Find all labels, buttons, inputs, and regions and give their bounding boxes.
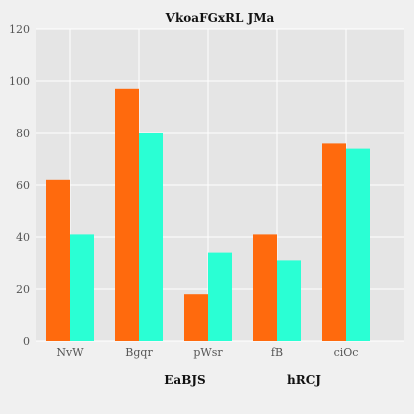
- x-axis-ticks: NvW Bgqr pWsr fB ciOc: [56, 346, 358, 359]
- y-tick-label: 120: [9, 23, 30, 36]
- bar-1-pWsr: [184, 294, 208, 341]
- y-tick-label: 60: [16, 179, 30, 192]
- x-tick-label: Bgqr: [125, 346, 153, 359]
- y-tick-label: 80: [16, 127, 30, 140]
- bar-1-ciOc: [322, 143, 346, 341]
- bar-2-fB: [277, 260, 301, 341]
- legend-label-series-2: hRCJ: [287, 373, 321, 387]
- x-tick-label: pWsr: [193, 346, 223, 359]
- bar-2-ciOc: [346, 149, 370, 341]
- y-tick-label: 0: [23, 335, 30, 348]
- legend: EaBJS hRCJ: [164, 373, 321, 387]
- legend-label-series-1: EaBJS: [164, 373, 205, 387]
- y-tick-label: 40: [16, 231, 30, 244]
- chart-title: VkoaFGxRL JMa: [165, 11, 275, 25]
- y-axis-ticks: 0 20 40 60 80 100 120: [9, 23, 30, 348]
- x-tick-label: NvW: [56, 346, 84, 359]
- bar-1-NvW: [46, 180, 70, 341]
- bar-2-pWsr: [208, 253, 232, 341]
- x-tick-label: fB: [271, 346, 283, 359]
- x-tick-label: ciOc: [334, 346, 359, 359]
- y-tick-label: 100: [9, 75, 30, 88]
- y-tick-label: 20: [16, 283, 30, 296]
- bar-1-fB: [253, 234, 277, 341]
- bar-2-Bgqr: [139, 133, 163, 341]
- bar-1-Bgqr: [115, 89, 139, 341]
- bar-2-NvW: [70, 234, 94, 341]
